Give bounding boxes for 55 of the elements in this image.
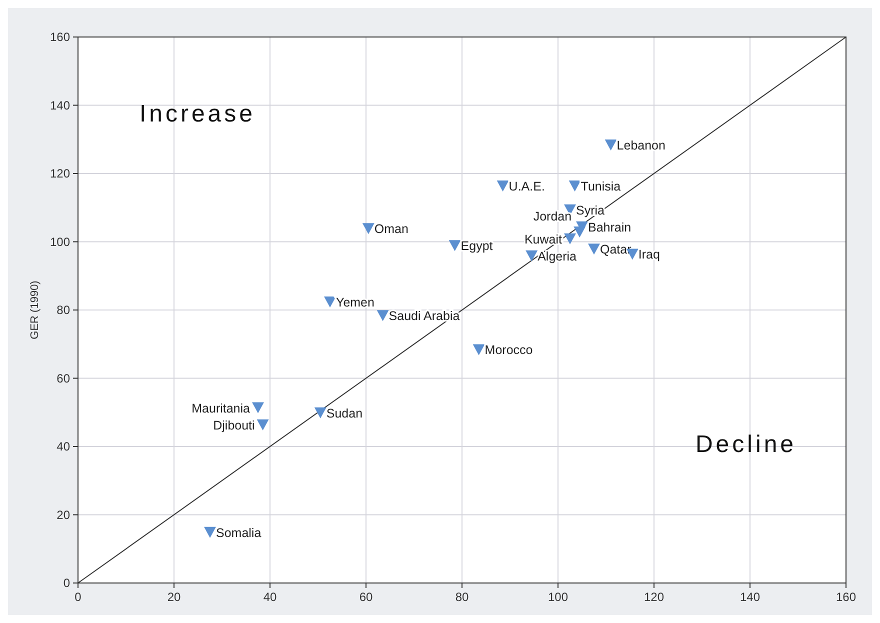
point [568, 180, 581, 192]
annotation: Decline [695, 430, 797, 458]
series-label: Algeria [538, 249, 577, 264]
x-tick-label: 140 [740, 590, 760, 604]
series-label: Egypt [460, 239, 494, 254]
y-tick-label: 160 [50, 30, 70, 44]
point [204, 526, 216, 538]
series-label: Tunisia [580, 179, 621, 194]
point [472, 344, 485, 356]
x-tick-label: 20 [167, 590, 181, 604]
point [362, 223, 374, 234]
x-tick-label: 120 [644, 590, 664, 604]
point [574, 226, 586, 238]
point [604, 139, 617, 150]
x-tick-label: 40 [263, 590, 277, 604]
x-tick-label: 80 [455, 590, 469, 604]
point [314, 407, 326, 418]
y-tick-label: 100 [50, 234, 70, 249]
y-tick-label: 0 [63, 576, 70, 590]
x-tick-label: 0 [74, 590, 82, 604]
point [324, 296, 336, 308]
point [496, 180, 509, 192]
series-label: Bahrain [588, 220, 632, 234]
series-label: Iraq [638, 248, 660, 262]
series-label: Oman [374, 222, 408, 236]
y-tick-label: 120 [50, 166, 70, 180]
x-tick-label: 100 [548, 590, 568, 604]
series-label: U.A.E. [508, 179, 545, 194]
series-label: Syria [576, 203, 605, 218]
y-tick-label: 140 [50, 98, 70, 112]
x-tick-label: 160 [836, 590, 856, 604]
series-label: Lebanon [616, 138, 666, 152]
series-label: Mauritania [192, 401, 250, 416]
point [564, 233, 576, 244]
series-label: Kuwait [524, 232, 563, 246]
point [448, 240, 461, 252]
point [588, 244, 600, 255]
point [376, 310, 389, 322]
y-tick-label: 20 [56, 508, 70, 522]
point [526, 250, 538, 262]
point [256, 419, 269, 430]
series-label: Yemen [336, 295, 375, 310]
y-axis-title: GER (1990) [29, 280, 41, 340]
series-label: Djibouti [213, 418, 255, 432]
series-label: Qatar [600, 242, 632, 257]
point [252, 402, 264, 414]
series-label: Sudan [326, 406, 363, 420]
annotation: Increase [139, 100, 256, 128]
series-label: Morocco [484, 343, 533, 358]
x-tick-label: 60 [359, 590, 373, 604]
y-tick-label: 40 [56, 440, 70, 454]
series-label: Somalia [216, 526, 262, 540]
series-label: Jordan [533, 210, 572, 224]
y-tick-label: 60 [56, 371, 70, 386]
y-tick-label: 80 [56, 303, 70, 317]
